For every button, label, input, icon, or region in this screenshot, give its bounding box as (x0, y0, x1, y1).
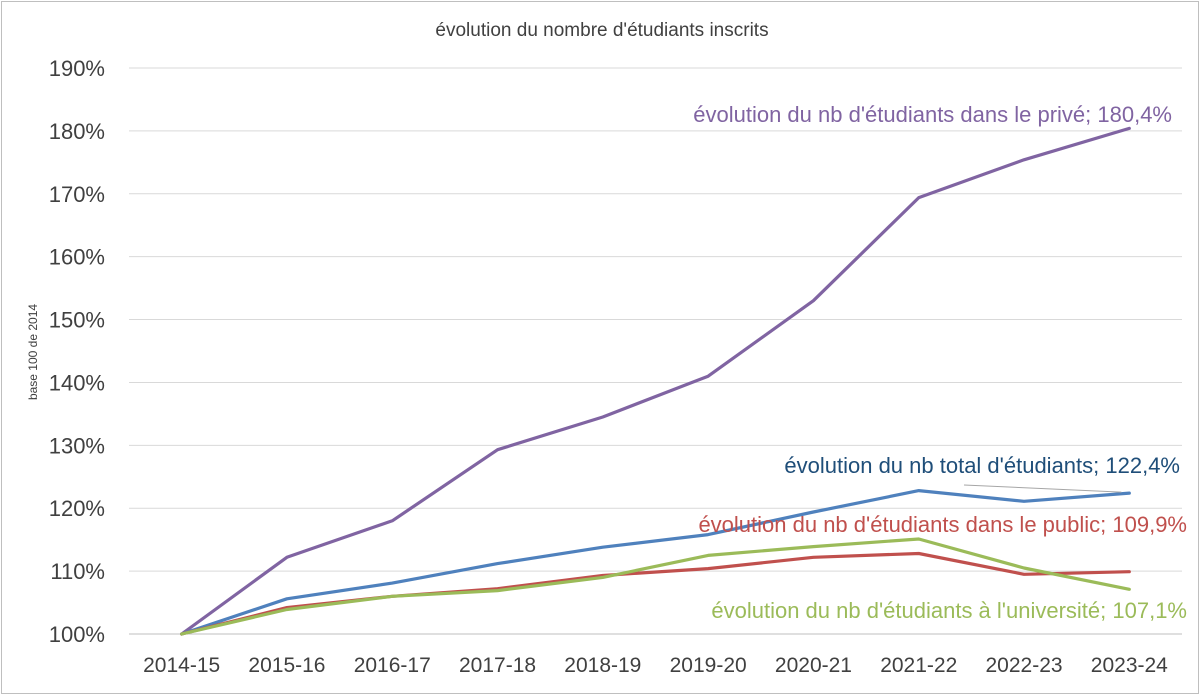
y-tick-label: 170% (49, 182, 105, 207)
chart-title: évolution du nombre d'étudiants inscrits (435, 20, 768, 41)
y-tick-label: 160% (49, 245, 105, 270)
x-tick-label: 2016-17 (354, 654, 431, 677)
series-label-université: évolution du nb d'étudiants à l'universi… (711, 598, 1187, 623)
y-tick-label: 100% (49, 622, 105, 647)
x-tick-label: 2021-22 (880, 654, 957, 677)
series-lines (180, 126, 1131, 636)
y-tick-label: 130% (49, 433, 105, 458)
y-tick-label: 190% (49, 56, 105, 81)
y-tick-label: 110% (50, 559, 105, 584)
y-axis-ticks: 100% 110% 120% 130% 140% 150% 160% 170% 180% 190% (49, 56, 105, 647)
x-tick-label: 2015-16 (248, 654, 325, 677)
gridlines (129, 67, 1182, 635)
y-tick-label: 120% (49, 496, 105, 521)
series-label-total: évolution du nb total d'étudiants; 122,4… (784, 453, 1180, 478)
series-labels: évolution du nb d'étudiants dans le priv… (693, 102, 1187, 623)
x-tick-label: 2022-23 (986, 654, 1063, 677)
x-tick-label: 2014-15 (143, 654, 220, 677)
x-axis-ticks: 2014-15 2015-16 2016-17 2017-18 2018-19 2019-… (143, 654, 1168, 677)
y-tick-label: 140% (49, 370, 105, 395)
series-line-total (180, 489, 1131, 636)
y-tick-label: 150% (49, 308, 105, 333)
x-tick-label: 2017-18 (459, 654, 536, 677)
series-label-privé: évolution du nb d'étudiants dans le priv… (693, 102, 1172, 127)
series-line-privé (180, 126, 1131, 636)
x-tick-label: 2018-19 (564, 654, 641, 677)
x-tick-label: 2019-20 (670, 654, 747, 677)
series-label-public: évolution du nb d'étudiants dans le publ… (698, 512, 1187, 537)
series-line-université (180, 537, 1131, 636)
x-tick-label: 2020-21 (775, 654, 852, 677)
leader-line (963, 484, 1122, 493)
x-tick-label: 2023-24 (1091, 654, 1168, 677)
y-axis-label: base 100 de 2014 (26, 304, 40, 400)
y-tick-label: 180% (49, 119, 105, 144)
